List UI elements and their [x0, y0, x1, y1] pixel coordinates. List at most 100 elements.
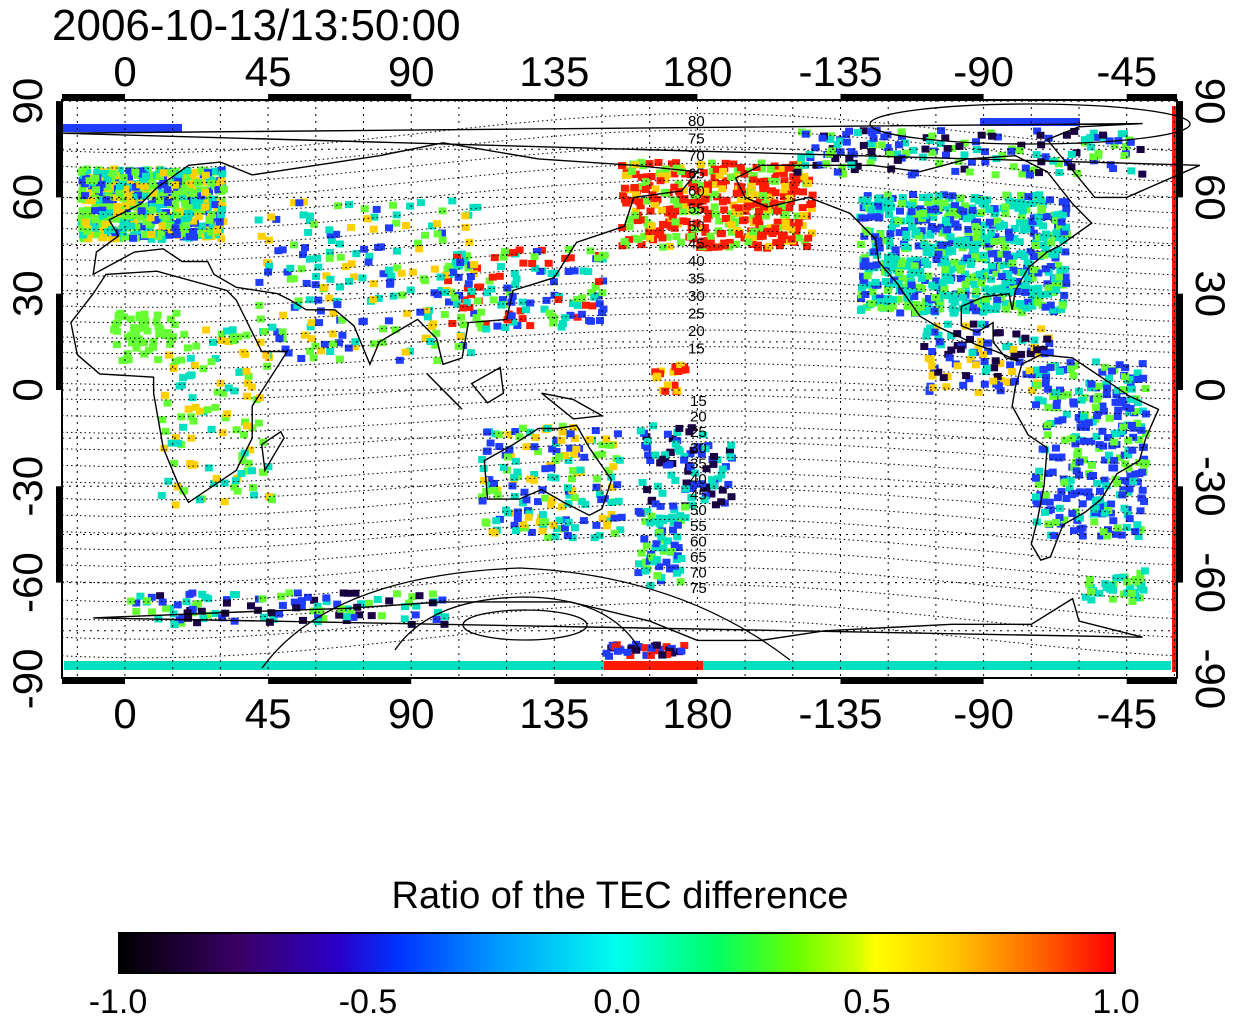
tec-cell	[498, 296, 507, 304]
tec-cell	[1028, 218, 1037, 226]
tec-cell	[1005, 197, 1014, 205]
tec-cell	[478, 456, 487, 463]
tec-cell	[1043, 431, 1052, 439]
tec-cell	[1138, 486, 1147, 494]
tec-cell	[223, 410, 231, 418]
tec-cell	[280, 661, 289, 670]
tec-cell	[547, 473, 556, 481]
tec-cell	[133, 191, 142, 199]
tec-cell	[116, 182, 124, 190]
tec-cell	[710, 453, 718, 460]
tec-cell	[1044, 403, 1053, 411]
tec-cell	[1095, 444, 1104, 452]
tec-cell	[309, 354, 318, 362]
tec-cell	[940, 284, 949, 292]
tec-cell	[872, 127, 881, 135]
tec-cell	[858, 214, 867, 222]
tec-cell	[628, 167, 637, 175]
tec-cell	[1106, 161, 1115, 169]
tec-cell	[902, 234, 911, 242]
tec-cell	[118, 357, 127, 364]
tec-cell	[785, 194, 794, 202]
tec-cell	[663, 233, 672, 241]
tec-cell	[891, 253, 900, 261]
tec-cell	[561, 254, 570, 262]
tec-cell	[1137, 494, 1146, 502]
tec-cell	[286, 275, 295, 283]
tec-cell	[271, 661, 280, 670]
tec-cell	[1006, 361, 1015, 369]
tec-cell	[637, 549, 646, 557]
tec-cell	[408, 593, 417, 601]
tec-cell	[135, 311, 144, 319]
tec-cell	[878, 237, 887, 245]
tec-cell	[607, 473, 616, 481]
tec-cell	[667, 471, 676, 479]
tec-cell	[603, 520, 612, 528]
tec-cell	[905, 216, 914, 224]
tec-cell	[436, 273, 445, 281]
tec-cell	[465, 303, 474, 311]
tec-cell	[197, 192, 206, 200]
tec-cell	[259, 438, 268, 446]
tec-cell	[564, 457, 573, 464]
tec-cell	[1054, 261, 1063, 269]
tec-cell	[982, 236, 991, 244]
tec-cell	[781, 211, 790, 219]
tec-cell	[482, 447, 491, 455]
tec-cell	[1080, 420, 1089, 428]
tec-cell	[1108, 595, 1117, 603]
tec-cell	[1112, 429, 1121, 437]
tec-cell	[134, 187, 143, 195]
tec-cell	[946, 216, 955, 224]
tec-cell	[455, 291, 464, 299]
tec-data-patches	[62, 106, 1177, 672]
tec-cell	[926, 355, 935, 363]
tec-cell	[882, 197, 891, 205]
tec-cell	[950, 258, 959, 266]
tec-cell	[1037, 206, 1046, 214]
tec-cell	[595, 661, 604, 670]
tec-cell	[987, 250, 996, 258]
tec-cell	[708, 476, 717, 484]
tec-cell	[699, 182, 708, 189]
tec-cell	[82, 215, 91, 222]
tec-cell	[508, 482, 517, 490]
tec-cell	[668, 213, 677, 221]
tec-cell	[1037, 325, 1046, 333]
tec-cell	[406, 661, 415, 670]
tec-cell	[247, 383, 256, 391]
tec-cell	[565, 491, 574, 499]
tec-cell	[960, 139, 969, 147]
tec-cell	[990, 238, 999, 245]
tec-cell	[876, 298, 885, 306]
tec-cell	[727, 221, 736, 229]
tec-cell	[736, 196, 745, 203]
tec-cell	[220, 498, 229, 506]
tec-cell	[672, 197, 681, 205]
tec-cell	[712, 166, 721, 173]
tec-cell	[568, 534, 577, 542]
tec-cell	[997, 376, 1006, 384]
tec-cell	[297, 355, 306, 362]
tec-cell	[1131, 408, 1139, 415]
tec-cell	[451, 661, 460, 670]
tec-cell	[453, 300, 462, 308]
tec-cell	[475, 320, 484, 328]
tec-cell	[526, 428, 535, 436]
tec-cell	[499, 253, 508, 261]
tec-cell	[1004, 228, 1013, 236]
tec-cell	[278, 246, 287, 254]
tec-cell	[527, 528, 536, 536]
tec-cell	[615, 456, 624, 464]
tec-cell	[190, 361, 199, 369]
tec-cell	[779, 193, 788, 201]
tec-cell	[379, 661, 388, 670]
tec-cell	[1001, 279, 1010, 287]
tec-cell	[173, 211, 182, 219]
tec-cell	[1051, 282, 1060, 290]
tec-cell	[993, 373, 1002, 380]
tec-cell	[374, 244, 383, 251]
tec-cell	[737, 183, 746, 191]
tec-cell	[377, 612, 386, 620]
